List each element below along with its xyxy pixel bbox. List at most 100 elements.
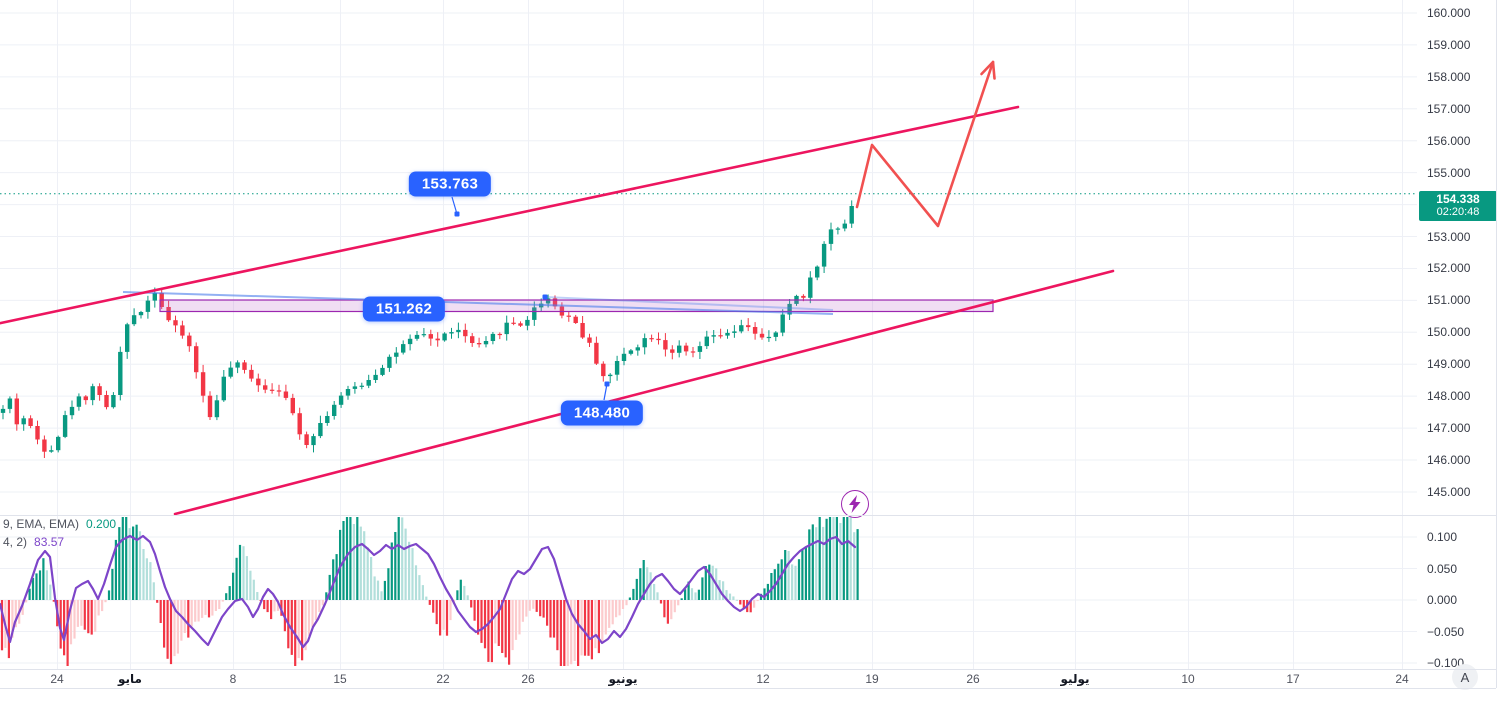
pane-divider[interactable] xyxy=(0,515,1496,516)
histogram-bar xyxy=(359,526,362,600)
candle-body xyxy=(490,333,496,341)
histogram-bar xyxy=(11,600,14,638)
histogram-bar xyxy=(97,600,100,616)
projection-arrow[interactable] xyxy=(855,60,995,228)
histogram-bar xyxy=(0,600,4,651)
candle-body xyxy=(456,329,461,333)
histogram-bar xyxy=(815,527,818,600)
histogram-bar xyxy=(363,531,366,600)
candle-body xyxy=(62,415,68,437)
candle-body xyxy=(683,345,689,352)
candle-body xyxy=(269,389,275,391)
histogram-bar xyxy=(508,600,511,665)
candle-body xyxy=(263,385,268,390)
blue-trendline[interactable] xyxy=(544,296,834,311)
candle-body xyxy=(407,338,413,345)
histogram-bar xyxy=(304,600,307,651)
histogram-bar xyxy=(659,600,663,604)
candle-body xyxy=(635,347,640,351)
candle-body xyxy=(752,327,758,334)
right-border xyxy=(1496,0,1497,688)
candle-body xyxy=(849,206,854,224)
candle-body xyxy=(352,386,358,389)
candle-body xyxy=(221,376,226,401)
histogram-bar xyxy=(169,600,173,665)
candle-body xyxy=(594,342,599,364)
lower-channel-trendline[interactable] xyxy=(173,269,1115,516)
candle-body xyxy=(83,396,88,401)
candle-body xyxy=(345,389,351,396)
drawing-anchor-dot[interactable] xyxy=(604,381,610,387)
indicator-tick-label: 0.000 xyxy=(1427,593,1458,607)
time-tick-label: يوليو xyxy=(1060,672,1090,686)
indicator-tick-label: −0.050 xyxy=(1427,625,1465,639)
histogram-bar xyxy=(111,568,114,600)
candle-body xyxy=(69,406,75,416)
axis-auto-button[interactable]: A xyxy=(1452,664,1478,690)
histogram-bar xyxy=(411,548,414,600)
histogram-bar xyxy=(722,581,725,600)
histogram-bar xyxy=(566,600,569,666)
histogram-bar xyxy=(753,600,756,608)
histogram-bar xyxy=(83,600,86,630)
histogram-bar xyxy=(835,517,838,600)
histogram-bar xyxy=(473,600,476,621)
histogram-bar xyxy=(735,599,738,601)
histogram-bar xyxy=(677,600,680,606)
candle-body xyxy=(732,331,737,333)
candle-body xyxy=(483,341,489,345)
histogram-bar xyxy=(321,600,324,606)
time-tick-label: 26 xyxy=(966,672,980,686)
candle-body xyxy=(194,346,199,373)
histogram-bar xyxy=(325,592,328,600)
histogram-bar xyxy=(152,582,155,600)
histogram-bar xyxy=(497,600,500,646)
histogram-bar xyxy=(25,600,28,603)
histogram-bar xyxy=(59,600,62,649)
histogram-bar xyxy=(125,517,128,600)
histogram-bar xyxy=(121,517,124,600)
price-callout-label[interactable]: 151.262 xyxy=(362,296,446,322)
histogram-bar xyxy=(73,600,76,639)
price-tick-label: 156.000 xyxy=(1427,134,1471,148)
flash-icon[interactable] xyxy=(841,490,869,518)
histogram-bar xyxy=(639,568,642,600)
time-tick-label: 12 xyxy=(756,672,770,686)
histogram-bar xyxy=(425,596,428,600)
price-callout-label[interactable]: 148.480 xyxy=(560,400,644,426)
histogram-bar xyxy=(156,600,159,603)
histogram-bar xyxy=(159,600,162,623)
drawing-anchor-dot[interactable] xyxy=(454,211,460,217)
candle-body xyxy=(801,295,806,298)
histogram-bar xyxy=(408,541,411,600)
histogram-bar xyxy=(66,600,69,666)
price-callout-label[interactable]: 153.763 xyxy=(408,171,492,197)
time-axis-border xyxy=(0,669,1496,670)
histogram-bar xyxy=(646,567,649,600)
histogram-bar xyxy=(242,546,245,600)
candle-body xyxy=(690,351,696,353)
candle-body xyxy=(152,293,157,301)
histogram-bar xyxy=(90,600,93,635)
indicator-legend[interactable]: 9, EMA, EMA) 0.200 4, 2) 83.57 xyxy=(3,515,116,551)
candle-body xyxy=(138,312,144,316)
signal-line[interactable] xyxy=(0,534,857,649)
candle-body xyxy=(235,362,240,368)
drawing-anchor-dot[interactable] xyxy=(542,294,548,300)
histogram-bar xyxy=(101,600,104,612)
histogram-bar xyxy=(201,600,204,618)
histogram-bar xyxy=(456,590,459,600)
price-tick-label: 153.000 xyxy=(1427,230,1471,244)
histogram-bar xyxy=(218,600,221,609)
blue-trendline[interactable] xyxy=(122,291,834,315)
upper-channel-trendline[interactable] xyxy=(0,105,1020,325)
candle-body xyxy=(545,298,551,304)
indicator-legend-row-stoch: 4, 2) 83.57 xyxy=(3,533,116,551)
histogram-bar xyxy=(245,556,248,600)
candle-body xyxy=(428,334,433,339)
candle-body xyxy=(614,361,620,375)
histogram-bar xyxy=(380,591,383,600)
histogram-bar xyxy=(197,600,200,622)
histogram-bar xyxy=(725,590,728,600)
